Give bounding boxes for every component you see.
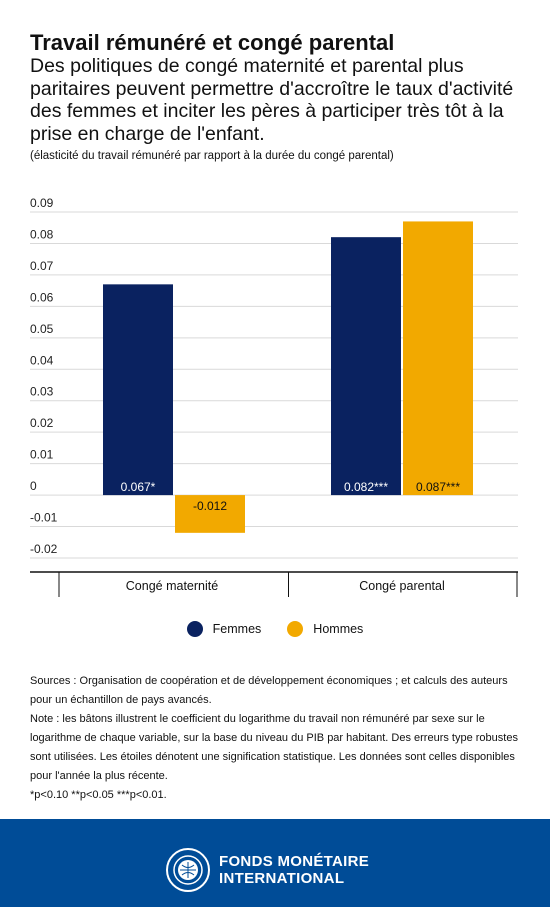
y-tick-label: 0.08 bbox=[30, 227, 54, 241]
y-tick-label: 0.01 bbox=[30, 448, 54, 462]
y-tick-label: 0 bbox=[30, 479, 37, 493]
y-tick-label: 0.03 bbox=[30, 385, 54, 399]
bar-hommes bbox=[403, 221, 473, 496]
x-category-label: Congé maternité bbox=[126, 579, 218, 593]
data-label: 0.067* bbox=[121, 480, 156, 494]
chart-unit-note: (élasticité du travail rémunéré par rapp… bbox=[30, 150, 394, 162]
note-text: Note : les bâtons illustrent le coeffici… bbox=[30, 713, 518, 782]
sources-text: Sources : Organisation de coopération et… bbox=[30, 675, 508, 706]
legend-item-hommes: Hommes bbox=[287, 621, 363, 637]
significance-text: *p<0.10 **p<0.05 ***p<0.01. bbox=[30, 789, 167, 801]
imf-seal-icon bbox=[166, 848, 210, 892]
sources-notes: Sources : Organisation de coopération et… bbox=[30, 672, 520, 805]
bar-femmes bbox=[103, 284, 173, 496]
y-tick-label: -0.02 bbox=[30, 542, 58, 556]
legend-label-femmes: Femmes bbox=[212, 622, 262, 636]
data-label: 0.082*** bbox=[344, 480, 388, 494]
footer-logo: FONDS MONÉTAIRE INTERNATIONAL bbox=[165, 847, 369, 893]
y-tick-label: 0.05 bbox=[30, 322, 54, 336]
y-tick-label: 0.09 bbox=[30, 196, 54, 210]
chart-legend: Femmes Hommes bbox=[0, 621, 550, 637]
bar-femmes bbox=[331, 237, 401, 496]
chart-subtitle: Des politiques de congé maternité et par… bbox=[30, 55, 514, 145]
x-category-label: Congé parental bbox=[359, 579, 444, 593]
legend-swatch-femmes bbox=[186, 621, 203, 637]
footer-org-line2: INTERNATIONAL bbox=[219, 870, 345, 887]
y-tick-label: 0.02 bbox=[30, 416, 54, 430]
bar-hommes bbox=[175, 495, 245, 533]
legend-label-hommes: Hommes bbox=[313, 622, 364, 636]
bar-chart: 0.09 0.08 0.07 0.06 0.05 0.04 0.03 0.02 0.01 0 -0.… bbox=[30, 196, 518, 597]
y-tick-label: -0.01 bbox=[30, 511, 58, 525]
footer-banner: FONDS MONÉTAIRE INTERNATIONAL bbox=[0, 819, 550, 907]
legend-item-femmes: Femmes bbox=[186, 621, 262, 637]
y-tick-label: 0.06 bbox=[30, 290, 54, 304]
y-tick-label: 0.04 bbox=[30, 353, 54, 367]
y-tick-label: 0.07 bbox=[30, 259, 54, 273]
legend-swatch-hommes bbox=[287, 621, 304, 637]
footer-org-line1: FONDS MONÉTAIRE bbox=[219, 853, 370, 870]
data-label: -0.012 bbox=[193, 499, 227, 513]
chart-title: Travail rémunéré et congé parental bbox=[30, 30, 395, 55]
data-label: 0.087*** bbox=[416, 480, 460, 494]
